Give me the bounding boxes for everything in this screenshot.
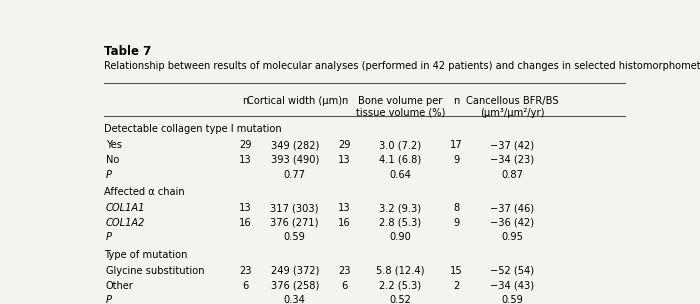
Text: 249 (372): 249 (372) bbox=[270, 266, 319, 276]
Text: 2.2 (5.3): 2.2 (5.3) bbox=[379, 281, 421, 291]
Text: 376 (271): 376 (271) bbox=[270, 218, 319, 228]
Text: 0.34: 0.34 bbox=[284, 295, 306, 304]
Text: 349 (282): 349 (282) bbox=[270, 140, 319, 150]
Text: COL1A2: COL1A2 bbox=[106, 218, 146, 228]
Text: 13: 13 bbox=[338, 155, 351, 165]
Text: 17: 17 bbox=[450, 140, 463, 150]
Text: Cancellous BFR/BS
(μm³/μm²/yr): Cancellous BFR/BS (μm³/μm²/yr) bbox=[466, 96, 559, 118]
Text: Yes: Yes bbox=[106, 140, 122, 150]
Text: 393 (490): 393 (490) bbox=[270, 155, 319, 165]
Text: 4.1 (6.8): 4.1 (6.8) bbox=[379, 155, 421, 165]
Text: Glycine substitution: Glycine substitution bbox=[106, 266, 204, 276]
Text: Relationship between results of molecular analyses (performed in 42 patients) an: Relationship between results of molecula… bbox=[104, 61, 700, 71]
Text: 13: 13 bbox=[239, 203, 252, 213]
Text: 0.95: 0.95 bbox=[502, 232, 524, 242]
Text: 13: 13 bbox=[239, 155, 252, 165]
Text: 15: 15 bbox=[450, 266, 463, 276]
Text: 23: 23 bbox=[239, 266, 251, 276]
Text: 29: 29 bbox=[239, 140, 251, 150]
Text: 16: 16 bbox=[239, 218, 252, 228]
Text: −36 (42): −36 (42) bbox=[491, 218, 535, 228]
Text: COL1A1: COL1A1 bbox=[106, 203, 146, 213]
Text: Table 7: Table 7 bbox=[104, 45, 151, 58]
Text: 9: 9 bbox=[454, 155, 459, 165]
Text: 13: 13 bbox=[338, 203, 351, 213]
Text: Type of mutation: Type of mutation bbox=[104, 250, 187, 260]
Text: 0.59: 0.59 bbox=[502, 295, 524, 304]
Text: n: n bbox=[242, 96, 248, 106]
Text: 6: 6 bbox=[341, 281, 347, 291]
Text: 0.52: 0.52 bbox=[389, 295, 411, 304]
Text: 2: 2 bbox=[454, 281, 459, 291]
Text: No: No bbox=[106, 155, 119, 165]
Text: 9: 9 bbox=[454, 218, 459, 228]
Text: Detectable collagen type I mutation: Detectable collagen type I mutation bbox=[104, 124, 281, 134]
Text: P: P bbox=[106, 170, 112, 180]
Text: Other: Other bbox=[106, 281, 134, 291]
Text: −52 (54): −52 (54) bbox=[491, 266, 535, 276]
Text: 6: 6 bbox=[242, 281, 248, 291]
Text: Affected α chain: Affected α chain bbox=[104, 187, 184, 197]
Text: 317 (303): 317 (303) bbox=[270, 203, 319, 213]
Text: −37 (42): −37 (42) bbox=[491, 140, 535, 150]
Text: 0.87: 0.87 bbox=[502, 170, 524, 180]
Text: 3.2 (9.3): 3.2 (9.3) bbox=[379, 203, 421, 213]
Text: P: P bbox=[106, 295, 112, 304]
Text: 3.0 (7.2): 3.0 (7.2) bbox=[379, 140, 421, 150]
Text: −34 (23): −34 (23) bbox=[491, 155, 535, 165]
Text: P: P bbox=[106, 232, 112, 242]
Text: Bone volume per
tissue volume (%): Bone volume per tissue volume (%) bbox=[356, 96, 445, 118]
Text: Cortical width (μm): Cortical width (μm) bbox=[247, 96, 342, 106]
Text: 0.90: 0.90 bbox=[389, 232, 411, 242]
Text: −34 (43): −34 (43) bbox=[491, 281, 535, 291]
Text: 376 (258): 376 (258) bbox=[270, 281, 319, 291]
Text: −37 (46): −37 (46) bbox=[491, 203, 535, 213]
Text: 0.77: 0.77 bbox=[284, 170, 306, 180]
Text: 0.59: 0.59 bbox=[284, 232, 306, 242]
Text: 8: 8 bbox=[454, 203, 459, 213]
Text: 29: 29 bbox=[338, 140, 351, 150]
Text: n: n bbox=[341, 96, 347, 106]
Text: n: n bbox=[454, 96, 459, 106]
Text: 16: 16 bbox=[338, 218, 351, 228]
Text: 2.8 (5.3): 2.8 (5.3) bbox=[379, 218, 421, 228]
Text: 5.8 (12.4): 5.8 (12.4) bbox=[376, 266, 424, 276]
Text: 0.64: 0.64 bbox=[389, 170, 411, 180]
Text: 23: 23 bbox=[338, 266, 351, 276]
